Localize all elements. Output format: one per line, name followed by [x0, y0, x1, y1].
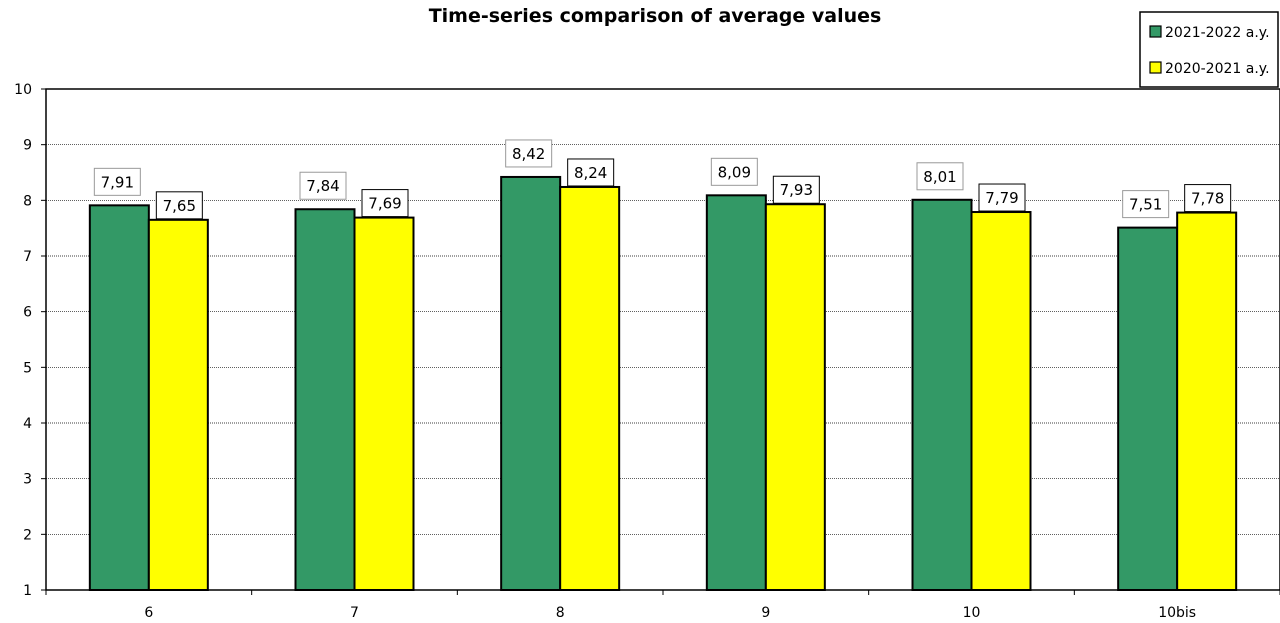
data-label-series1-10: 8,01 — [923, 168, 956, 186]
legend: 2021-2022 a.y. 2020-2021 a.y. — [1139, 11, 1279, 88]
y-tick-label-7: 7 — [23, 249, 32, 265]
data-label-series1-9: 8,09 — [718, 163, 751, 181]
data-label-box-series1-10bis — [1122, 190, 1170, 219]
legend-label-series1: 2021-2022 a.y. — [1165, 25, 1270, 41]
bars — [88, 175, 1238, 592]
data-label-box-series1-9 — [710, 157, 758, 186]
bar-series1-10 — [911, 198, 973, 591]
data-label-series2-8: 8,24 — [574, 164, 607, 182]
x-tick-label-10: 10 — [963, 605, 981, 621]
data-label-box-series2-9 — [772, 175, 820, 204]
data-label-box-series2-10bis — [1184, 184, 1232, 213]
x-tick-label-8: 8 — [556, 605, 565, 621]
data-label-box-series2-10 — [978, 183, 1026, 212]
bar-series1-9 — [705, 194, 767, 591]
data-label-series1-7: 7,84 — [306, 177, 339, 195]
bar-series2-7 — [353, 216, 415, 591]
data-label-box-series1-10 — [916, 162, 964, 191]
data-label-series1-10bis: 7,51 — [1129, 196, 1162, 214]
bar-series1-8 — [500, 175, 562, 591]
data-label-box-series1-8 — [505, 139, 553, 168]
bar-series2-6 — [147, 218, 209, 591]
legend-swatch-series1 — [1149, 25, 1162, 38]
data-label-series2-9: 7,93 — [780, 181, 813, 199]
legend-box — [1139, 11, 1279, 88]
bar-series2-10 — [970, 211, 1032, 591]
data-label-series1-6: 7,91 — [101, 173, 134, 191]
plot-area — [45, 88, 1280, 591]
x-tick-label-7: 7 — [350, 605, 359, 621]
gridlines — [46, 144, 1280, 535]
chart-title: Time-series comparison of average values — [429, 5, 882, 27]
axes: 1 2 3 4 5 6 7 8 9 10 6 7 8 9 10 10bis — [14, 82, 1280, 621]
y-tick-label-9: 9 — [23, 138, 32, 154]
bar-series1-10bis — [1117, 226, 1179, 592]
y-tick-label-2: 2 — [23, 527, 32, 543]
data-label-series2-10: 7,79 — [985, 189, 1018, 207]
legend-label-series2: 2020-2021 a.y. — [1165, 61, 1270, 77]
data-label-box-series2-7 — [361, 189, 409, 218]
bar-series2-9 — [764, 203, 826, 591]
x-tick-label-6: 6 — [144, 605, 153, 621]
y-tick-label-1: 1 — [23, 583, 32, 599]
y-tick-label-8: 8 — [23, 193, 32, 209]
bar-series2-10bis — [1176, 211, 1238, 592]
data-label-series2-7: 7,69 — [368, 195, 401, 213]
y-tick-label-5: 5 — [23, 360, 32, 376]
y-tick-label-3: 3 — [23, 472, 32, 488]
data-label-series2-10bis: 7,78 — [1191, 190, 1224, 208]
legend-swatch-series2 — [1149, 61, 1162, 74]
bar-series2-8 — [559, 185, 621, 591]
data-label-series2-6: 7,65 — [163, 197, 196, 215]
bar-series1-6 — [88, 204, 150, 592]
data-labels: 7,91 7,65 7,84 7,69 8,42 8,24 8,09 7,93 8,01 7,79… — [93, 139, 1232, 220]
data-label-box-series1-6 — [93, 167, 141, 196]
data-label-box-series2-8 — [567, 158, 615, 187]
data-label-box-series2-6 — [155, 191, 203, 220]
data-label-series1-8: 8,42 — [512, 145, 545, 163]
y-tick-label-6: 6 — [23, 305, 32, 321]
bar-series1-7 — [294, 208, 356, 592]
x-tick-label-10bis: 10bis — [1158, 605, 1196, 621]
y-tick-label-10: 10 — [14, 82, 32, 98]
y-tick-label-4: 4 — [23, 416, 32, 432]
data-label-box-series1-7 — [299, 171, 347, 200]
x-tick-label-9: 9 — [761, 605, 770, 621]
